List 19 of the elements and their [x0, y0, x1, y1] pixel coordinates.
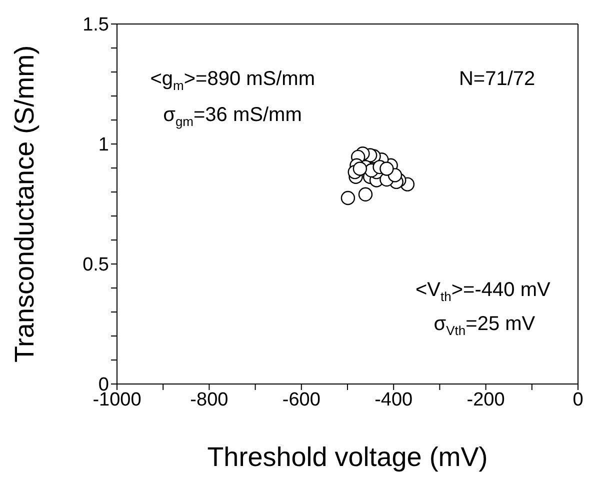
annotation: <V$_{th}$>=-440 mV	[416, 278, 551, 304]
point	[340, 190, 356, 206]
x-tick-label: -600	[282, 389, 320, 410]
point	[352, 162, 368, 176]
x-tick-label: -800	[190, 389, 228, 410]
y-tick-label: 1	[98, 134, 109, 156]
annotation: N=71/72	[458, 68, 536, 90]
y-tick-label: 1.5	[82, 14, 109, 36]
x-tick-label: -400	[374, 389, 413, 410]
point	[358, 187, 373, 202]
x-tick-label: -200	[466, 389, 505, 410]
point	[380, 162, 394, 176]
x-tick-label: 0	[572, 389, 584, 410]
y-axis-title: Transconductance (S/mm)	[10, 45, 40, 363]
annotation: σ$_{Vth}$=25 mV	[434, 313, 536, 338]
annotation: <g$_{m}$>=890 mS/mm	[150, 68, 316, 93]
annotation: σ$_{gm}$=36 mS/mm	[163, 104, 302, 129]
y-tick-label: 0.5	[82, 254, 109, 276]
x-axis-title: Threshold voltage (mV)	[207, 442, 488, 472]
